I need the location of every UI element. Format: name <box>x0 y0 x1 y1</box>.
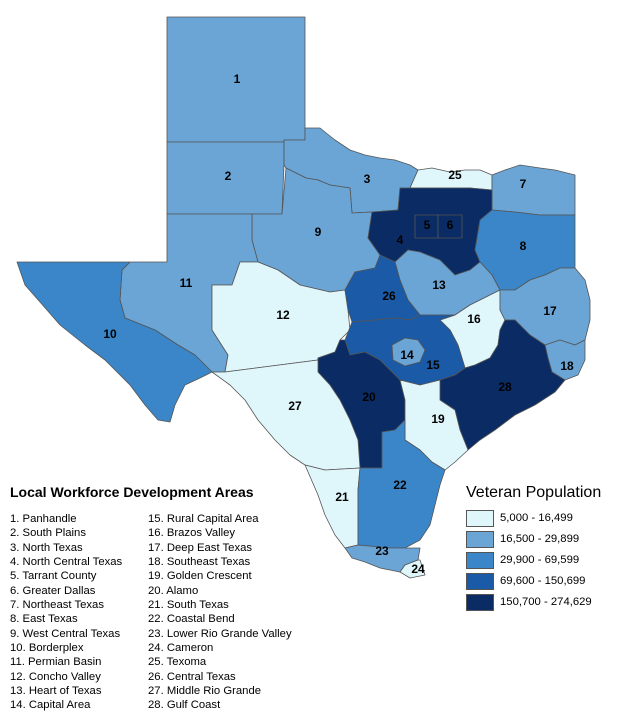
area-list-item: 25. Texoma <box>148 656 207 669</box>
label-27: 27 <box>288 399 302 413</box>
area-list-item: 27. Middle Rio Grande <box>148 684 262 697</box>
area-list-item: 20. Alamo <box>148 584 199 597</box>
area-list-item: 14. Capital Area <box>10 699 91 712</box>
area-list-item: 22. Coastal Bend <box>148 613 235 626</box>
area-list-item: 13. Heart of Texas <box>10 684 102 697</box>
area-list-item: 15. Rural Capital Area <box>148 513 259 525</box>
areas-list-col2: 15. Rural Capital Area 16. Brazos Valley 1… <box>148 512 292 713</box>
veteran-class-color-box <box>466 531 494 548</box>
label-9: 9 <box>315 225 322 239</box>
veteran-class-color-box <box>466 573 494 590</box>
label-2: 2 <box>225 169 232 183</box>
label-11: 11 <box>180 276 193 290</box>
veteran-class-swatch: 69,600 - 150,699 <box>466 573 618 590</box>
label-4: 4 <box>397 233 404 247</box>
veteran-class-swatch: 150,700 - 274,629 <box>466 594 618 611</box>
area-list-item: 28. Gulf Coast <box>148 699 221 712</box>
label-1: 1 <box>234 72 241 86</box>
veteran-legend-title: Veteran Population <box>466 484 602 501</box>
label-19: 19 <box>431 412 445 426</box>
veteran-class-swatch: 16,500 - 29,899 <box>466 531 618 548</box>
label-20: 20 <box>362 390 376 404</box>
label-5: 5 <box>424 218 431 232</box>
region-24-cameron <box>399 559 426 579</box>
area-list-item: 24. Cameron <box>148 641 214 654</box>
area-list-item: 17. Deep East Texas <box>148 541 253 554</box>
label-21: 21 <box>335 490 349 504</box>
areas-list-col1: 1. Panhandle 2. South Plains 3. North Texa… <box>10 512 122 713</box>
veteran-class-item: 69,600 - 150,699 <box>466 571 618 592</box>
area-list-item: 2. South Plains <box>10 527 86 540</box>
region-21-south-texas <box>304 464 361 549</box>
area-list-item: 16. Brazos Valley <box>148 527 236 540</box>
label-22: 22 <box>393 478 407 492</box>
region-10-borderplex <box>16 261 213 423</box>
veteran-legend: 5,000 - 16,499 16,500 - 29,899 29,900 - 69… <box>466 508 618 613</box>
area-list-item: 11. Permian Basin <box>10 656 102 669</box>
label-6: 6 <box>447 218 454 232</box>
area-list-item: 8. East Texas <box>10 613 78 626</box>
veteran-class-swatch: 5,000 - 16,499 <box>466 510 618 527</box>
area-list-item: 10. Borderplex <box>10 641 84 654</box>
area-list-item: 18. Southeast Texas <box>148 555 251 568</box>
veteran-class-label: 16,500 - 29,899 <box>500 533 580 545</box>
label-3: 3 <box>364 172 371 186</box>
veteran-class-item: 5,000 - 16,499 <box>466 508 618 529</box>
area-list-item: 21. South Texas <box>148 598 229 611</box>
veteran-class-item: 16,500 - 29,899 <box>466 529 618 550</box>
label-8: 8 <box>520 239 527 253</box>
area-list-item: 1. Panhandle <box>10 513 77 525</box>
veteran-class-label: 29,900 - 69,599 <box>500 554 580 566</box>
label-12: 12 <box>276 308 290 322</box>
region-14-capital-area <box>391 337 426 367</box>
label-23: 23 <box>375 544 389 558</box>
area-list-item: 9. West Central Texas <box>10 627 121 640</box>
veteran-class-swatch: 29,900 - 69,599 <box>466 552 618 569</box>
veteran-class-label: 69,600 - 150,699 <box>500 575 586 587</box>
veteran-class-item: 150,700 - 274,629 <box>466 592 618 613</box>
label-15: 15 <box>426 358 440 372</box>
label-13: 13 <box>432 278 446 292</box>
veteran-class-label: 5,000 - 16,499 <box>500 512 573 524</box>
label-28: 28 <box>498 380 512 394</box>
label-10: 10 <box>103 327 117 341</box>
area-list-item: 12. Concho Valley <box>10 670 101 683</box>
areas-legend-title: Local Workforce Development Areas <box>10 484 254 500</box>
veteran-class-color-box <box>466 510 494 527</box>
area-list-item: 23. Lower Rio Grande Valley <box>148 627 292 640</box>
area-list-item: 5. Tarrant County <box>10 570 97 583</box>
veteran-class-label: 150,700 - 274,629 <box>500 596 592 608</box>
area-list-item: 26. Central Texas <box>148 670 236 683</box>
region-7-northeast-texas <box>491 164 576 216</box>
label-18: 18 <box>560 359 574 373</box>
veteran-class-color-box <box>466 552 494 569</box>
area-list-item: 19. Golden Crescent <box>148 570 252 583</box>
label-7: 7 <box>520 177 527 191</box>
label-25: 25 <box>448 168 462 182</box>
label-26: 26 <box>382 289 396 303</box>
veteran-class-item: 29,900 - 69,599 <box>466 550 618 571</box>
label-17: 17 <box>543 304 557 318</box>
region-6-greater-dallas <box>437 214 463 239</box>
area-list-item: 7. Northeast Texas <box>10 598 104 611</box>
area-list-item: 6. Greater Dallas <box>10 584 96 597</box>
area-list-item: 4. North Central Texas <box>10 555 123 568</box>
area-list-item: 3. North Texas <box>10 541 83 554</box>
label-24: 24 <box>411 562 425 576</box>
label-14: 14 <box>400 348 414 362</box>
label-16: 16 <box>467 312 481 326</box>
region-28-gulf-coast <box>439 319 566 451</box>
veteran-class-color-box <box>466 594 494 611</box>
